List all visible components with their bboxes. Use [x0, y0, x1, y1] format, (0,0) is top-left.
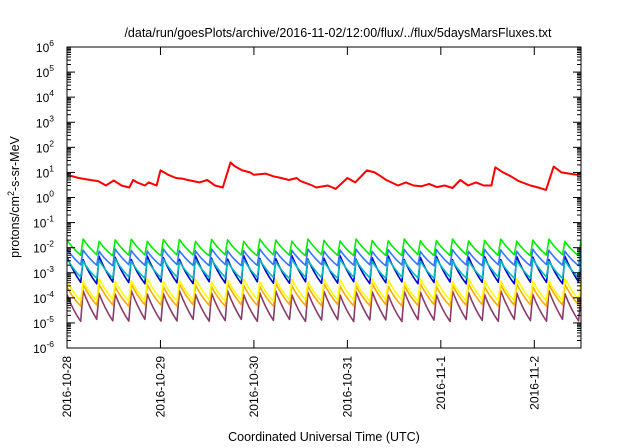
y-tick-label: 10-2 [33, 239, 54, 256]
y-tick-label: 10-6 [33, 339, 54, 356]
chart-title: /data/run/goesPlots/archive/2016-11-02/1… [124, 26, 552, 40]
y-tick-label: 10-5 [33, 314, 54, 331]
series-line [67, 289, 581, 323]
y-tick-label: 10-4 [33, 289, 54, 306]
y-tick-label: 105 [36, 63, 54, 80]
series-line [67, 248, 581, 267]
y-axis-label-rest: -s-sr-MeV [8, 135, 22, 191]
y-tick-label: 103 [36, 113, 54, 130]
x-tick-label: 2016-10-29 [153, 356, 167, 418]
y-tick-label: 100 [36, 189, 54, 206]
y-tick-label: 106 [36, 38, 54, 55]
y-tick-label: 104 [36, 88, 54, 105]
data-layer [67, 161, 581, 323]
series-line [67, 258, 581, 280]
y-axis-label-exponent: 2 [6, 191, 16, 196]
x-tick-label: 2016-10-28 [60, 356, 74, 418]
y-tick-label: 102 [36, 138, 54, 155]
y-tick-label: 101 [36, 163, 54, 180]
y-tick-label: 10-1 [33, 214, 54, 231]
x-axis-label: Coordinated Universal Time (UTC) [228, 430, 420, 444]
x-tick-label: 2016-10-31 [340, 356, 354, 418]
x-tick-label: 2016-11-2 [527, 356, 541, 410]
series-line [67, 238, 581, 257]
series-line [67, 277, 581, 302]
series-line [67, 282, 581, 307]
series-line [67, 161, 581, 191]
x-tick-label: 2016-11-1 [434, 356, 448, 410]
y-tick-label: 10-3 [33, 264, 54, 281]
ticks-layer: 10-6 10-5 10-4 10-3 10-2 10-1 100 101 102 103 104 1… [33, 38, 581, 417]
y-axis-label: protons/cm2-s-sr-MeV [6, 135, 22, 257]
y-axis-label-main: protons/cm [8, 196, 22, 258]
x-tick-label: 2016-10-30 [247, 356, 261, 418]
